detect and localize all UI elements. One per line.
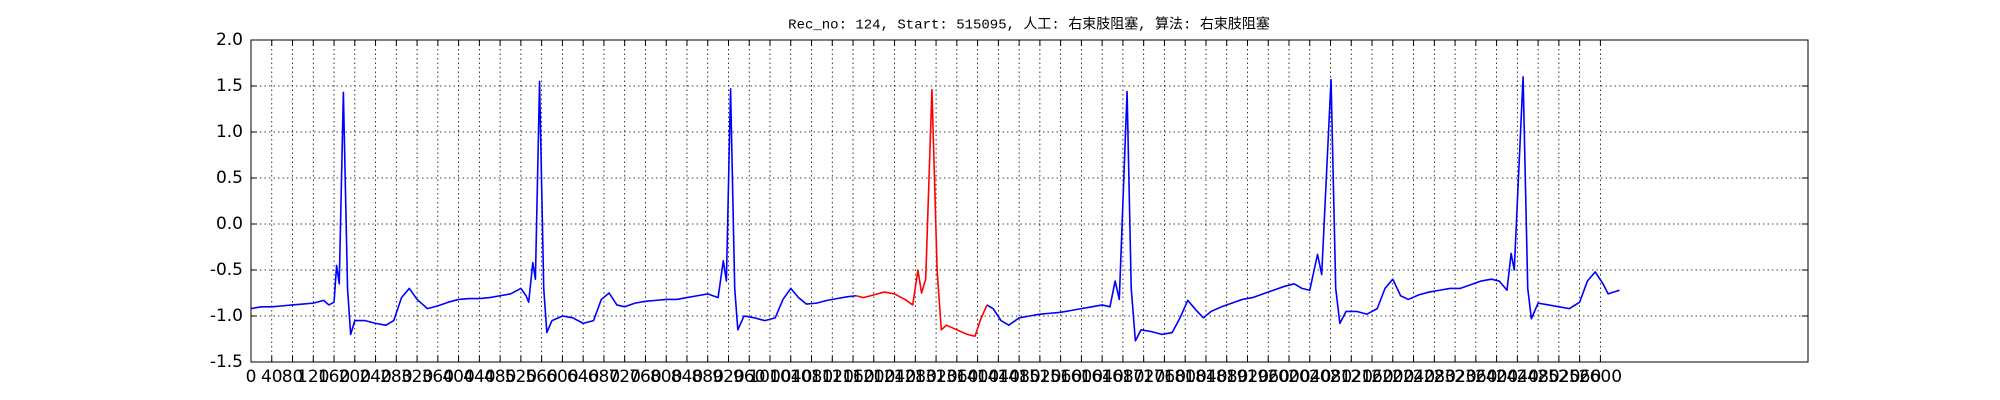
x-tick-label: 2440	[1496, 367, 1539, 387]
x-tick-label: 680	[588, 367, 620, 387]
x-tick-label: 1600	[1060, 367, 1103, 387]
x-tick-label: 2200	[1371, 367, 1414, 387]
y-tick-label: -1.5	[210, 352, 243, 372]
x-tick-label: 200	[339, 367, 371, 387]
x-tick-label: 1560	[1039, 367, 1082, 387]
x-tick-label: 400	[442, 367, 474, 387]
x-tick-label: 2560	[1558, 367, 1601, 387]
x-tick-label: 560	[525, 367, 557, 387]
x-tick-label: 360	[422, 367, 454, 387]
x-tick-label: 760	[629, 367, 661, 387]
y-tick-label: 0.0	[216, 214, 243, 234]
x-tick-label: 2480	[1516, 367, 1559, 387]
x-tick-label: 2520	[1537, 367, 1580, 387]
x-tick-label: 800	[650, 367, 682, 387]
x-tick-label: 2000	[1267, 367, 1310, 387]
y-tick-label: 1.5	[216, 76, 243, 96]
x-tick-label: 1080	[790, 367, 833, 387]
chart-title: Rec_no: 124, Start: 515095, 人工: 右束肢阻塞, 算…	[788, 16, 1270, 34]
x-tick-label: 1960	[1247, 367, 1290, 387]
x-tick-label: 840	[671, 367, 703, 387]
x-tick-label: 640	[567, 367, 599, 387]
x-tick-label: 160	[318, 367, 350, 387]
x-tick-label: 2120	[1330, 367, 1373, 387]
x-tick-label: 320	[401, 367, 433, 387]
ecg-line	[855, 88, 988, 338]
y-tick-label: 0.5	[216, 168, 243, 188]
x-tick-label: 2040	[1288, 367, 1331, 387]
y-tick-label: -1.0	[210, 306, 243, 326]
x-tick-label: 1840	[1184, 367, 1227, 387]
x-tick-label: 1400	[956, 367, 999, 387]
x-tick-label: 1240	[873, 367, 916, 387]
y-tick-label: -0.5	[210, 260, 243, 280]
x-tick-label: 0	[246, 367, 257, 387]
x-tick-label: 1480	[997, 367, 1040, 387]
x-tick-label: 1160	[831, 367, 874, 387]
x-tick-label: 880	[691, 367, 723, 387]
x-tick-label: 1880	[1205, 367, 1248, 387]
x-tick-label: 1360	[935, 367, 978, 387]
x-tick-label: 1200	[852, 367, 895, 387]
x-tick-label: 920	[712, 367, 744, 387]
ecg-line	[986, 76, 1620, 342]
x-tick-label: 1920	[1226, 367, 1269, 387]
x-tick-label: 2600	[1579, 367, 1622, 387]
x-tick-label: 2080	[1309, 367, 1352, 387]
x-tick-label: 1000	[748, 367, 791, 387]
x-tick-label: 1720	[1122, 367, 1165, 387]
x-tick-label: 1680	[1101, 367, 1144, 387]
x-tick-label: 960	[733, 367, 765, 387]
ecg-line	[250, 80, 857, 336]
x-tick-label: 1800	[1164, 367, 1207, 387]
plot-frame	[250, 39, 1809, 363]
x-tick-label: 40	[261, 367, 283, 387]
y-tick-label: 1.0	[216, 122, 243, 142]
x-tick-label: 1040	[769, 367, 812, 387]
x-tick-label: 2240	[1392, 367, 1435, 387]
x-tick-label: 280	[380, 367, 412, 387]
x-tick-label: 2280	[1413, 367, 1456, 387]
x-tick-label: 1640	[1081, 367, 1124, 387]
x-tick-label: 720	[608, 367, 640, 387]
x-tick-label: 2400	[1475, 367, 1518, 387]
x-tick-label: 1520	[1018, 367, 1061, 387]
x-tick-label: 1280	[894, 367, 937, 387]
x-tick-label: 1120	[811, 367, 854, 387]
x-tick-label: 440	[463, 367, 495, 387]
x-tick-label: 80	[282, 367, 304, 387]
x-tick-label: 1320	[914, 367, 957, 387]
x-tick-label: 120	[297, 367, 329, 387]
x-tick-label: 2160	[1350, 367, 1393, 387]
x-tick-label: 2320	[1433, 367, 1476, 387]
x-tick-label: 480	[484, 367, 516, 387]
x-tick-label: 520	[505, 367, 537, 387]
x-tick-label: 2360	[1454, 367, 1497, 387]
x-tick-label: 240	[359, 367, 391, 387]
x-tick-label: 600	[546, 367, 578, 387]
x-tick-label: 1760	[1143, 367, 1186, 387]
y-tick-label: 2.0	[216, 30, 243, 50]
x-tick-label: 1440	[977, 367, 1020, 387]
